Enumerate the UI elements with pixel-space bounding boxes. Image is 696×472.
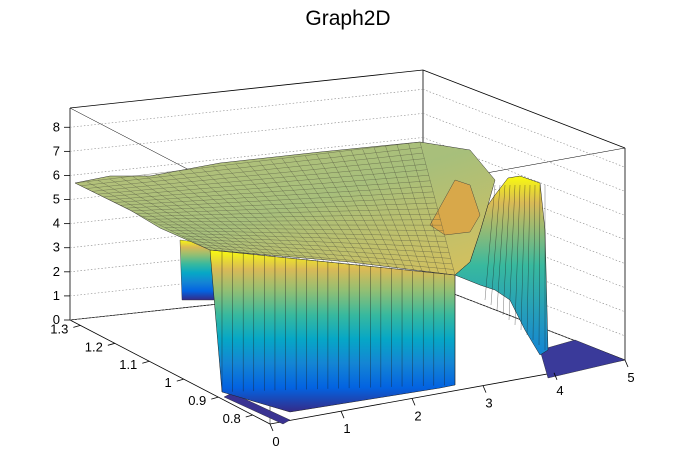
z-tick-label: 6 <box>53 167 60 182</box>
mesh-line-top <box>339 151 398 270</box>
mesh-line-top <box>109 178 235 253</box>
surface-bump <box>429 179 481 236</box>
y-tick-label: 1.2 <box>85 339 103 354</box>
x-tick-mark <box>411 398 416 406</box>
y-tick-label: 1.3 <box>50 321 68 336</box>
mesh-line-top <box>86 181 219 251</box>
x-tick-mark <box>269 423 274 432</box>
x-tick-label: 1 <box>343 421 350 436</box>
mesh-line-ridge <box>484 184 496 301</box>
x-axis-ticks: 0 1 2 3 4 5 <box>269 359 635 449</box>
z-tick-label: 8 <box>53 119 60 134</box>
x-tick-mark <box>553 372 558 380</box>
z-gridline-back <box>69 88 424 128</box>
y-tick-mark <box>73 324 81 328</box>
mesh-line-ridge <box>532 184 536 341</box>
y-tick-mark <box>176 378 184 382</box>
surface-front-wall <box>209 249 456 413</box>
mesh-line-top <box>224 165 317 261</box>
z-tick-label: 5 <box>53 192 60 207</box>
mesh-line-top <box>120 177 243 254</box>
x-tick-label: 5 <box>627 370 634 385</box>
z-gridline-right <box>422 113 626 192</box>
mesh-line-top <box>97 180 227 252</box>
top-right-edge <box>422 69 626 149</box>
mesh-line-ridge <box>538 184 541 346</box>
x-tick-mark <box>340 411 345 419</box>
z-tick-label: 2 <box>53 264 60 279</box>
top-back-edge <box>69 69 424 109</box>
z-tick-label: 4 <box>53 216 60 231</box>
mesh-line-ridge <box>502 184 511 316</box>
mesh-line-top <box>408 143 447 275</box>
mesh-line-ridge <box>526 184 531 336</box>
y-axis-ticks: 0.8 0.9 1 1.1 1.2 1.3 <box>50 321 253 426</box>
z-tick-label: 3 <box>53 240 60 255</box>
mesh-line-ridge <box>508 184 516 321</box>
mesh-line-top <box>189 169 292 259</box>
mesh-line-top <box>235 163 325 262</box>
mesh-line-top <box>316 154 382 268</box>
z-tick-label: 0 <box>53 312 60 327</box>
mesh-line-top <box>258 161 341 264</box>
mesh-line-top <box>281 158 358 266</box>
mesh-line-top <box>166 171 276 257</box>
z-tick-label: 7 <box>53 143 60 158</box>
mesh-line-top <box>201 167 300 260</box>
mesh-line-top <box>178 170 284 258</box>
chart-title: Graph2D <box>305 7 390 30</box>
x-tick-label: 2 <box>414 408 421 423</box>
x-tick-label: 4 <box>556 383 563 398</box>
y-tick-label: 1 <box>165 375 172 390</box>
mesh-line-ridge <box>496 184 506 311</box>
floor-left-edge <box>69 319 271 425</box>
mesh-line-ridge <box>490 184 501 306</box>
mesh-line-top <box>304 155 374 267</box>
y-tick-mark <box>211 396 219 400</box>
mesh-line-top <box>419 141 456 276</box>
mesh-line-top <box>155 173 268 256</box>
mesh-line-top <box>74 182 211 251</box>
mesh-line-top <box>247 162 333 263</box>
z-gridline-right <box>422 88 626 168</box>
z-axis-ticks: 0 1 2 3 4 5 6 7 8 <box>53 119 60 327</box>
mesh-line-top <box>350 150 407 271</box>
z-gridline-right <box>422 281 626 361</box>
z-tick-label: 1 <box>53 288 60 303</box>
mesh-line-ridge <box>514 184 521 326</box>
mesh-line-top <box>270 159 349 265</box>
y-tick-label: 0.8 <box>223 411 241 426</box>
floor-strip-right <box>539 339 626 379</box>
y-tick-label: 0.9 <box>188 393 206 408</box>
surface-ridge-peak <box>454 175 549 356</box>
mesh-line-top <box>373 147 423 272</box>
y-tick-mark <box>107 342 115 346</box>
x-tick-label: 0 <box>272 434 279 449</box>
x-tick-label: 3 <box>485 396 492 411</box>
z-gridline-back <box>69 113 424 152</box>
mesh-line-top <box>327 152 390 269</box>
mesh-line-top <box>385 146 431 273</box>
mesh-line-top <box>362 148 415 271</box>
mesh-line-top <box>293 156 366 266</box>
y-tick-label: 1.1 <box>119 357 137 372</box>
x-tick-mark <box>482 385 487 393</box>
surface-mesh <box>74 141 626 425</box>
mesh-line-ridge <box>520 184 526 331</box>
mesh-line-top <box>132 176 251 255</box>
mesh-line-top <box>143 174 260 256</box>
y-tick-mark <box>245 414 253 418</box>
y-tick-mark <box>142 360 150 364</box>
x-tick-mark <box>624 359 629 368</box>
mesh-line-top <box>396 144 439 274</box>
surface-grid-lines <box>74 141 546 392</box>
mesh-line-top <box>212 166 309 261</box>
